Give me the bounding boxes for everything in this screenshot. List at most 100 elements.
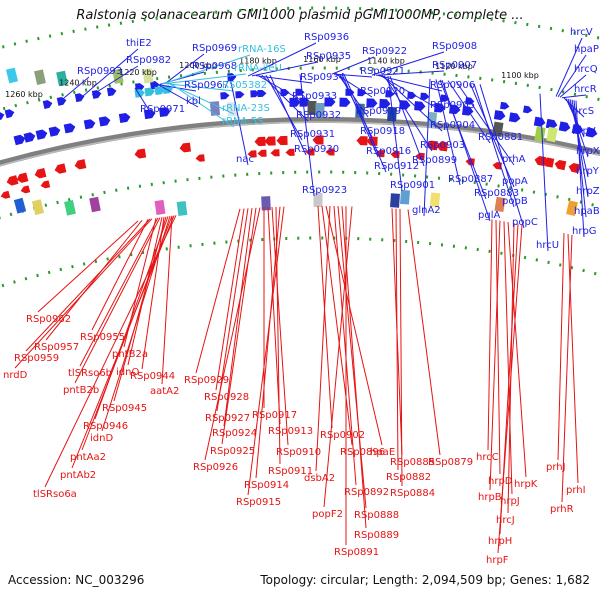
reverse-gene-arrow <box>305 148 315 156</box>
top-gene-label: RSp0935 <box>306 51 351 62</box>
reverse-gene-arrow <box>568 162 581 174</box>
top-gene-leader <box>371 51 445 76</box>
bottom-gene-label: pntB2a <box>112 349 148 360</box>
top-gene-label: popA <box>502 176 528 187</box>
forward-gene-arrow <box>98 116 111 127</box>
top-gene-label: RSp0922 <box>362 46 407 57</box>
scale-label: 1220 kbp <box>119 68 157 77</box>
bottom-gene-label: hrcC <box>476 452 499 463</box>
reverse-gene-arrow <box>254 136 266 147</box>
forward-gene-arrow <box>0 111 5 121</box>
reverse-gene-arrow <box>74 159 87 170</box>
top-gene-leader <box>375 70 445 76</box>
bottom-gene-label: RSp0928 <box>204 392 249 403</box>
top-gene-label: pglA <box>478 210 500 221</box>
top-gene-label: RSp0931 <box>290 129 335 140</box>
top-gene-label: hrpG <box>572 226 597 237</box>
sequence-block <box>399 189 411 205</box>
rna-gene-arrow <box>144 87 155 97</box>
sequence-block <box>176 200 188 217</box>
top-gene-label: RSp0887 <box>448 174 493 185</box>
forward-gene-arrow <box>56 96 67 106</box>
top-gene-leader <box>134 87 153 116</box>
sequence-block <box>426 111 438 127</box>
bottom-gene-leader <box>216 208 249 412</box>
top-gene-label: RSp0933 <box>292 91 337 102</box>
bottom-gene-leader <box>487 219 493 451</box>
bottom-gene-leader <box>503 221 513 495</box>
top-gene-leader <box>439 79 487 200</box>
forward-gene-arrow <box>440 94 450 102</box>
reverse-gene-arrow <box>34 168 47 179</box>
top-gene-label: RSp0993 <box>77 66 122 77</box>
top-gene-leader <box>169 82 235 128</box>
top-gene-label: hrcS <box>572 106 594 117</box>
bottom-gene-leader <box>315 205 331 472</box>
forward-gene-arrow <box>407 91 417 100</box>
top-gene-leader <box>257 75 305 103</box>
reverse-gene-arrow <box>436 141 448 152</box>
reverse-gene-arrow <box>195 154 205 162</box>
bottom-gene-label: prhJ <box>546 462 566 473</box>
scale-label: 1260 kbp <box>5 90 43 99</box>
forward-gene-arrow <box>280 88 290 97</box>
bottom-gene-leader <box>161 215 173 385</box>
top-gene-label: RSp0906 <box>430 80 475 91</box>
top-gene-leader <box>383 75 433 152</box>
reverse-gene-arrow <box>257 149 267 157</box>
bottom-gene-label: RSp0885 <box>390 457 435 468</box>
bottom-gene-leader <box>195 208 241 374</box>
forward-gene-arrow <box>257 89 267 98</box>
reverse-gene-arrow <box>20 185 31 194</box>
bottom-gene-label: RSp0892 <box>344 487 389 498</box>
bottom-gene-leader <box>557 233 565 461</box>
bottom-gene-label: hrpF <box>486 555 509 566</box>
top-gene-leader <box>447 80 491 144</box>
top-gene-label: RSp0936 <box>304 32 349 43</box>
bottom-gene-leader <box>247 206 285 496</box>
reverse-gene-arrow <box>0 190 11 199</box>
top-gene-leader <box>555 37 583 97</box>
bottom-gene-label: RSp0888 <box>354 510 399 521</box>
forward-gene-arrow <box>585 127 598 138</box>
bottom-gene-leader <box>37 220 139 313</box>
forward-gene-arrow <box>106 87 117 97</box>
sequence-block <box>429 192 441 208</box>
top-gene-leader <box>269 74 307 156</box>
bottom-gene-label: pntB2b <box>63 385 99 396</box>
top-gene-label: glnA2 <box>412 205 441 216</box>
map-title: Ralstonia solanacearum GMI1000 plasmid p… <box>76 8 524 23</box>
bottom-gene-label: RSp0944 <box>130 371 175 382</box>
top-gene-label: RSp0908 <box>432 41 477 52</box>
bottom-gene-label: RSp0955 <box>80 332 125 343</box>
top-gene-leader <box>473 83 515 208</box>
bottom-gene-label: RSp0889 <box>354 530 399 541</box>
top-gene-leader <box>575 100 585 238</box>
bottom-gene-leader <box>395 208 399 471</box>
reverse-gene-arrow <box>270 149 280 157</box>
bottom-gene-label: popF2 <box>312 509 343 520</box>
top-gene-leader <box>247 42 317 77</box>
bottom-gene-label: RSp0911 <box>268 466 313 477</box>
top-gene-label: hrpY <box>576 166 600 177</box>
bottom-gene-leader <box>79 217 159 367</box>
top-gene-label: rRNA-23S <box>222 103 270 114</box>
top-gene-leader <box>331 56 375 75</box>
reverse-gene-arrow <box>285 148 295 156</box>
bottom-gene-label: pntAb2 <box>60 470 96 481</box>
reverse-gene-arrow <box>134 148 147 159</box>
top-gene-leader <box>573 100 587 218</box>
bottom-gene-label: idnD <box>90 433 113 444</box>
reverse-gene-arrow <box>6 175 19 186</box>
bottom-gene-label: RSp0962 <box>26 314 71 325</box>
bottom-gene-label: RSp0879 <box>428 457 473 468</box>
forward-gene-arrow <box>379 98 391 109</box>
bottom-gene-label: RSp0924 <box>212 428 257 439</box>
bottom-gene-leader <box>25 218 151 352</box>
top-gene-leader <box>479 84 525 229</box>
top-gene-leader <box>557 54 587 98</box>
top-gene-leader <box>265 74 303 141</box>
reverse-gene-arrow <box>40 180 51 189</box>
forward-gene-arrow <box>357 89 367 97</box>
sequence-block <box>13 197 27 214</box>
